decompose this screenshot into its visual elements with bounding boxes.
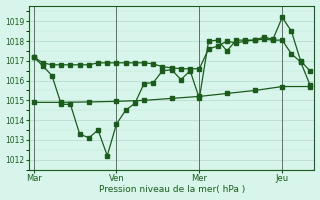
X-axis label: Pression niveau de la mer( hPa ): Pression niveau de la mer( hPa ) bbox=[99, 185, 245, 194]
